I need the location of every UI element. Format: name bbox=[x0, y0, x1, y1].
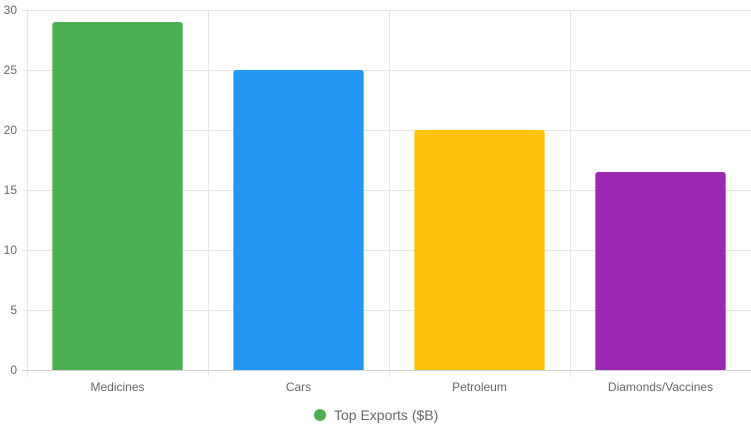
y-tick-label: 15 bbox=[4, 183, 18, 197]
x-axis: Medicines Cars Petroleum Diamonds/Vaccines bbox=[90, 380, 713, 394]
y-axis: 0 5 10 15 20 25 30 bbox=[4, 3, 18, 377]
bars bbox=[52, 22, 726, 370]
x-tick-label: Medicines bbox=[90, 380, 144, 394]
bar-medicines[interactable] bbox=[52, 22, 183, 370]
legend[interactable]: Top Exports ($B) bbox=[314, 407, 438, 423]
legend-swatch-icon bbox=[314, 409, 326, 421]
y-tick-label: 25 bbox=[4, 63, 18, 77]
y-tick-label: 0 bbox=[10, 363, 17, 377]
y-tick-label: 30 bbox=[4, 3, 18, 17]
x-tick-label: Cars bbox=[286, 380, 311, 394]
bar-diamonds-vaccines[interactable] bbox=[595, 172, 726, 370]
legend-label: Top Exports ($B) bbox=[334, 407, 438, 423]
y-tick-label: 10 bbox=[4, 243, 18, 257]
y-tick-label: 5 bbox=[10, 303, 17, 317]
x-tick-label: Diamonds/Vaccines bbox=[608, 380, 713, 394]
y-tick-label: 20 bbox=[4, 123, 18, 137]
bar-petroleum[interactable] bbox=[414, 130, 545, 370]
bar-cars[interactable] bbox=[233, 70, 364, 370]
x-tick-label: Petroleum bbox=[452, 380, 507, 394]
